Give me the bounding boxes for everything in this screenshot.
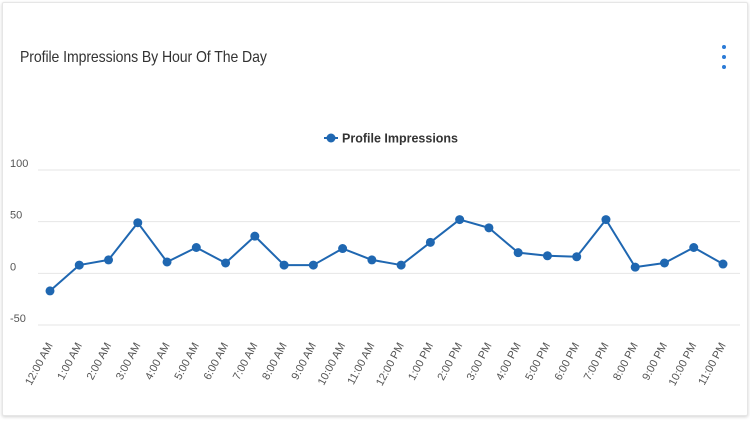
y-tick-label: 0 xyxy=(10,261,16,273)
x-tick-label: 9:00 PM xyxy=(640,341,670,383)
data-point[interactable] xyxy=(689,243,699,252)
data-point[interactable] xyxy=(542,251,552,261)
data-point[interactable] xyxy=(162,257,172,267)
x-tick-label: 8:00 PM xyxy=(611,341,641,383)
data-point[interactable] xyxy=(308,260,318,270)
x-tick-label: 7:00 PM xyxy=(582,341,612,383)
x-tick-label: 11:00 PM xyxy=(696,341,728,387)
x-tick-label: 1:00 PM xyxy=(406,341,436,383)
data-point[interactable] xyxy=(484,223,494,233)
x-tick-label: 1:00 AM xyxy=(55,341,85,382)
x-tick-label: 6:00 AM xyxy=(202,341,232,382)
data-point[interactable] xyxy=(425,237,435,247)
x-axis-ticks: 12:00 AM 1:00 AM 2:00 AM 3:00 AM 4:00 AM 5:00… xyxy=(23,341,728,388)
x-tick-label: 10:00 PM xyxy=(667,341,700,388)
data-point[interactable] xyxy=(396,260,406,270)
data-point[interactable] xyxy=(455,215,465,225)
more-vertical-icon[interactable] xyxy=(716,43,732,75)
data-point[interactable] xyxy=(718,259,728,269)
x-tick-label: 4:00 AM xyxy=(143,341,173,382)
y-axis-ticks: 100 50 0 -50 xyxy=(10,158,28,325)
x-tick-label: 3:00 AM xyxy=(114,341,144,382)
data-point[interactable] xyxy=(630,262,640,272)
series-profile-impressions xyxy=(45,215,728,296)
y-tick-label: 50 xyxy=(10,210,22,222)
x-tick-label: 3:00 PM xyxy=(465,341,495,383)
x-tick-label: 12:00 PM xyxy=(374,341,407,388)
data-point[interactable] xyxy=(279,260,289,270)
x-tick-label: 2:00 PM xyxy=(435,341,465,383)
data-point[interactable] xyxy=(45,286,55,296)
legend-point-marker xyxy=(326,133,336,143)
data-point[interactable] xyxy=(104,255,114,265)
data-point[interactable] xyxy=(367,255,377,265)
x-tick-label: 9:00 AM xyxy=(289,341,319,382)
data-point[interactable] xyxy=(601,215,611,225)
x-tick-label: 11:00 AM xyxy=(345,341,377,387)
menu-dot xyxy=(722,55,726,59)
x-tick-label: 7:00 AM xyxy=(231,341,261,382)
data-point[interactable] xyxy=(221,258,231,268)
y-tick-label: -50 xyxy=(10,313,26,325)
data-point[interactable] xyxy=(572,252,582,262)
x-tick-label: 8:00 AM xyxy=(260,341,290,382)
x-tick-label: 5:00 PM xyxy=(523,341,553,383)
menu-dot xyxy=(722,45,726,49)
x-tick-label: 2:00 AM xyxy=(85,341,115,382)
menu-dot xyxy=(722,65,726,69)
x-tick-label: 10:00 AM xyxy=(316,341,348,388)
x-tick-label: 4:00 PM xyxy=(494,341,524,383)
data-point[interactable] xyxy=(74,260,84,270)
y-tick-label: 100 xyxy=(10,158,28,170)
series-line xyxy=(49,218,724,292)
data-point[interactable] xyxy=(133,218,143,228)
x-tick-label: 5:00 AM xyxy=(172,341,202,382)
data-point[interactable] xyxy=(250,231,260,241)
chart-card: Profile Impressions By Hour Of The Day xyxy=(2,2,748,416)
card-title: Profile Impressions By Hour Of The Day xyxy=(20,49,267,66)
data-point[interactable] xyxy=(659,258,669,268)
data-point[interactable] xyxy=(513,248,523,258)
legend-label: Profile Impressions xyxy=(342,132,458,146)
chart-legend[interactable]: Profile Impressions xyxy=(324,132,458,146)
data-point[interactable] xyxy=(338,244,348,254)
grid-lines xyxy=(38,169,740,326)
x-tick-label: 6:00 PM xyxy=(553,341,583,383)
data-point[interactable] xyxy=(191,243,201,252)
x-tick-label: 12:00 AM xyxy=(23,341,55,388)
